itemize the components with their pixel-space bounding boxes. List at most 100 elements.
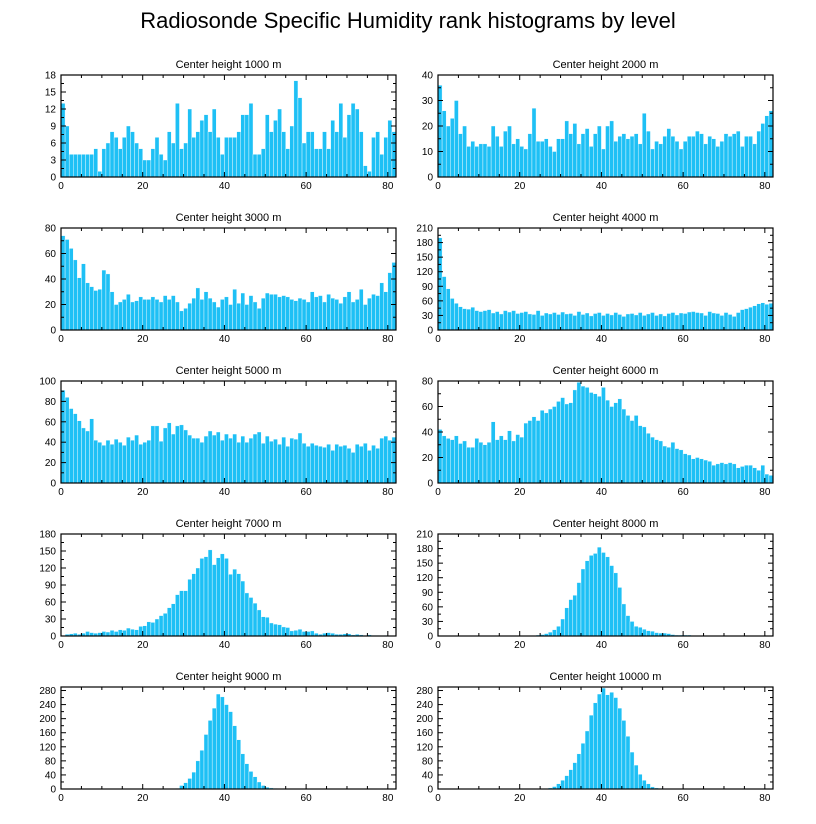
bar bbox=[162, 613, 168, 637]
bar bbox=[314, 445, 319, 484]
bar bbox=[597, 125, 602, 178]
bar bbox=[584, 312, 590, 331]
bar bbox=[220, 299, 225, 331]
bar bbox=[220, 696, 225, 790]
bar bbox=[646, 433, 651, 484]
x-tick-label: 60 bbox=[678, 640, 690, 651]
bar bbox=[740, 466, 745, 484]
x-tick-label: 60 bbox=[301, 793, 313, 804]
panel-title: Center height 10000 m bbox=[550, 671, 662, 683]
bar bbox=[113, 438, 119, 484]
bar bbox=[150, 622, 156, 637]
bar bbox=[642, 113, 647, 178]
bar bbox=[142, 299, 147, 331]
bar bbox=[379, 282, 384, 331]
y-tick-label: 240 bbox=[39, 700, 56, 711]
bar bbox=[281, 626, 286, 637]
bar bbox=[203, 291, 209, 331]
bar bbox=[363, 304, 368, 331]
bar bbox=[670, 312, 676, 331]
panel-title: Center height 4000 m bbox=[553, 212, 659, 224]
x-tick-label: 80 bbox=[759, 181, 771, 192]
x-tick-label: 60 bbox=[301, 640, 313, 651]
bar bbox=[462, 440, 467, 484]
bar bbox=[154, 618, 160, 637]
bar bbox=[342, 296, 348, 331]
bar bbox=[687, 454, 692, 484]
bar bbox=[731, 316, 737, 331]
bar bbox=[474, 146, 480, 178]
bar bbox=[552, 629, 557, 637]
bar bbox=[478, 442, 484, 484]
bar bbox=[126, 125, 131, 178]
bar bbox=[109, 630, 115, 637]
bar bbox=[383, 435, 389, 484]
bar bbox=[527, 420, 533, 484]
bar bbox=[101, 148, 107, 178]
bar bbox=[236, 442, 241, 484]
bar bbox=[503, 439, 508, 484]
bar bbox=[691, 135, 696, 178]
bar bbox=[207, 430, 213, 484]
bar bbox=[740, 146, 745, 178]
bar bbox=[654, 141, 659, 178]
bar bbox=[191, 137, 197, 178]
bar bbox=[228, 711, 233, 790]
bar bbox=[748, 135, 753, 178]
bar bbox=[703, 143, 708, 178]
bar bbox=[699, 458, 704, 484]
bar bbox=[387, 272, 393, 331]
bar bbox=[207, 131, 213, 178]
bar bbox=[68, 408, 74, 484]
bar bbox=[519, 312, 524, 331]
x-tick-label: 80 bbox=[759, 793, 771, 804]
bar bbox=[744, 135, 749, 178]
bar bbox=[293, 438, 299, 484]
bar bbox=[580, 568, 586, 637]
y-tick-label: 180 bbox=[416, 544, 433, 555]
bar bbox=[650, 312, 655, 331]
x-tick-label: 60 bbox=[301, 487, 313, 498]
y-tick-label: 40 bbox=[45, 275, 57, 286]
bar bbox=[158, 154, 164, 178]
bar bbox=[350, 103, 356, 178]
bar bbox=[437, 237, 443, 331]
bar bbox=[305, 631, 311, 637]
bar bbox=[154, 137, 160, 178]
bar bbox=[617, 398, 623, 484]
bar bbox=[334, 299, 340, 331]
bar bbox=[748, 306, 753, 331]
bar bbox=[454, 100, 459, 178]
bar bbox=[260, 297, 266, 331]
y-tick-label: 150 bbox=[416, 253, 433, 264]
bar bbox=[326, 294, 331, 331]
y-tick-label: 0 bbox=[50, 326, 56, 337]
bar bbox=[515, 138, 520, 178]
bar bbox=[642, 629, 647, 637]
bar bbox=[367, 171, 372, 178]
bar bbox=[371, 294, 376, 331]
bar bbox=[359, 131, 364, 178]
y-tick-label: 240 bbox=[416, 700, 433, 711]
bar bbox=[564, 120, 569, 178]
bar bbox=[281, 436, 286, 484]
bar bbox=[744, 308, 749, 331]
bar bbox=[576, 382, 582, 484]
bar bbox=[248, 597, 254, 637]
bar bbox=[85, 430, 90, 484]
bar bbox=[248, 103, 254, 178]
bar bbox=[81, 263, 86, 331]
bar bbox=[544, 138, 549, 178]
bar bbox=[584, 128, 590, 178]
x-tick-label: 80 bbox=[382, 640, 394, 651]
bar bbox=[515, 434, 520, 484]
bar bbox=[379, 437, 384, 484]
bar bbox=[89, 154, 94, 178]
bar bbox=[244, 114, 250, 178]
bar bbox=[224, 137, 229, 178]
bar bbox=[130, 301, 135, 331]
panel-2: Center height 3000 m 0 20 40 60 80 0 20 40 60 80 bbox=[45, 212, 397, 345]
bar bbox=[167, 299, 172, 331]
bar bbox=[93, 439, 98, 484]
bar bbox=[232, 137, 237, 178]
